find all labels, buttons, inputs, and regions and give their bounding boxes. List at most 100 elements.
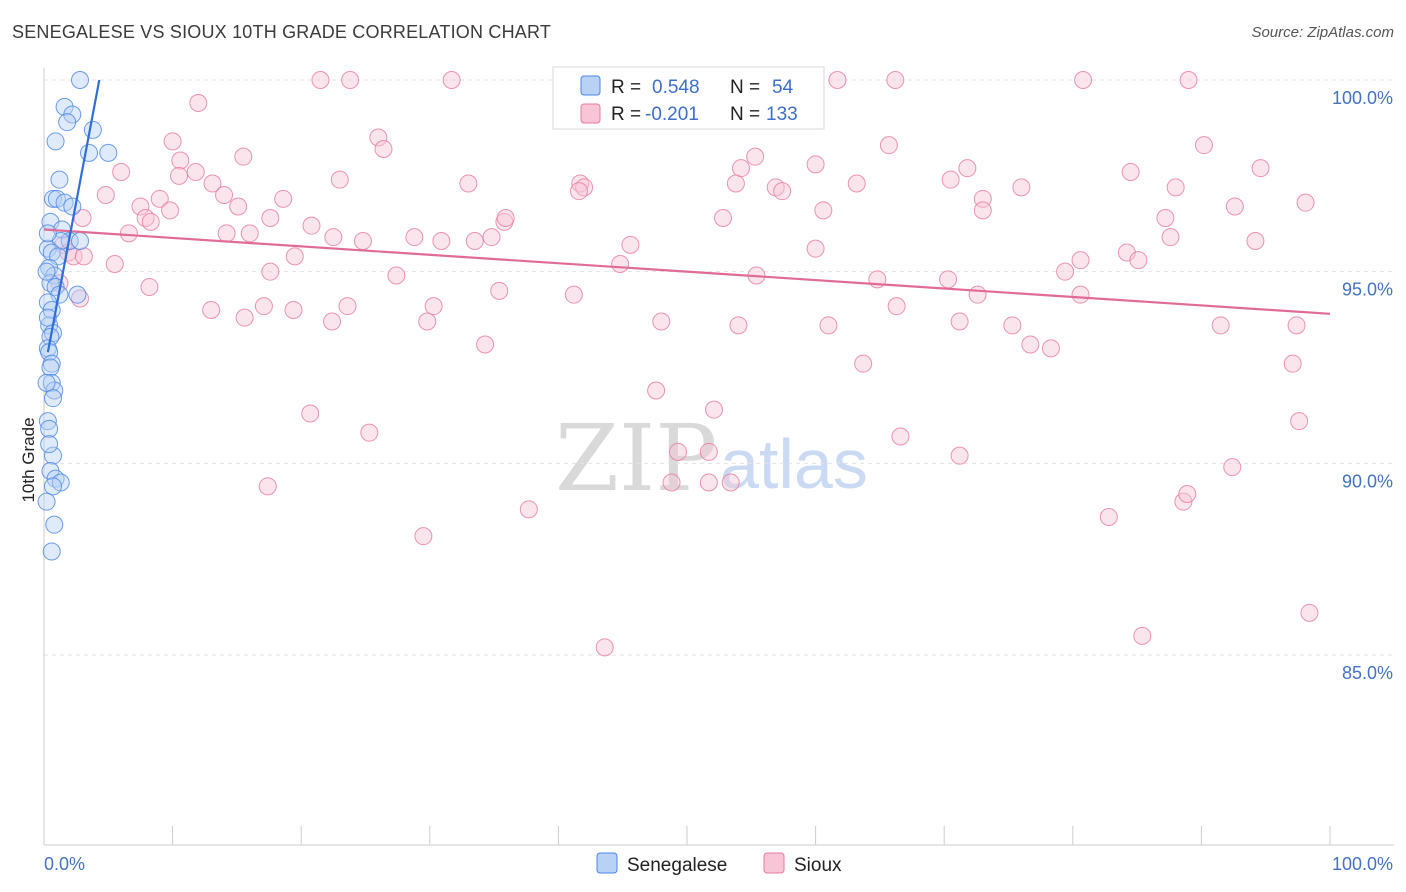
sioux-point <box>1300 603 1319 622</box>
sioux-point <box>161 201 180 220</box>
chart-source: Source: ZipAtlas.com <box>1251 24 1394 41</box>
sioux-point <box>564 285 583 304</box>
senegalese-point <box>44 189 63 208</box>
senegalese-point <box>80 143 99 162</box>
sioux-point <box>258 477 277 496</box>
sioux-point <box>647 381 666 400</box>
sioux-point <box>229 197 248 216</box>
sioux-point <box>1074 71 1093 89</box>
senegalese-point <box>99 143 118 162</box>
sioux-point <box>215 186 234 204</box>
sioux-trend-line <box>43 228 1331 315</box>
senegalese-point <box>50 170 69 189</box>
sioux-point <box>170 166 189 185</box>
watermark-atlas: atlas <box>720 425 868 503</box>
sioux-point <box>1246 232 1265 250</box>
sioux-point <box>726 174 745 193</box>
sioux-point <box>1156 209 1175 227</box>
sioux-point <box>360 423 379 442</box>
sioux-point <box>1099 508 1118 526</box>
bottom-legend-senegalese-label: Senegalese <box>627 855 727 876</box>
senegalese-point <box>38 412 57 431</box>
bottom-legend-sioux-label: Sioux <box>794 855 842 876</box>
sioux-point <box>806 239 825 258</box>
bottom-legend-senegalese-swatch <box>596 852 618 874</box>
sioux-point <box>973 201 992 220</box>
sioux-point <box>1021 335 1040 354</box>
sioux-point <box>705 400 724 419</box>
legend-top: R = 0.548 N = 54 R = -0.201 N = 133 <box>552 66 825 130</box>
sioux-point <box>1071 251 1090 270</box>
sioux-point <box>171 151 190 170</box>
sioux-point <box>668 442 687 461</box>
sioux-point <box>569 182 588 201</box>
senegalese-point <box>46 132 65 151</box>
sioux-point <box>330 170 349 189</box>
sioux-point <box>814 201 833 220</box>
sioux-point <box>1012 178 1031 197</box>
sioux-point <box>732 159 751 178</box>
sioux-points <box>50 71 1319 657</box>
legend-senegalese-n-value: 54 <box>772 77 794 98</box>
sioux-point <box>418 312 437 331</box>
sioux-point <box>1283 354 1302 373</box>
legend-sioux-n-label: N = <box>730 104 760 125</box>
sioux-point <box>459 174 478 193</box>
sioux-point <box>1223 458 1242 477</box>
sioux-point <box>621 235 640 254</box>
senegalese-point <box>58 113 77 132</box>
sioux-point <box>150 189 169 208</box>
sioux-point <box>950 312 969 331</box>
x-tick-label: 0.0% <box>44 854 85 874</box>
senegalese-point <box>40 419 59 438</box>
senegalese-point <box>37 262 56 281</box>
senegalese-trend-line <box>46 79 101 353</box>
sioux-point <box>1287 316 1306 335</box>
senegalese-point <box>40 435 59 454</box>
bottom-legend-sioux-swatch <box>763 852 785 874</box>
senegalese-point <box>83 120 102 139</box>
senegalese-point <box>41 358 60 377</box>
sioux-point <box>414 527 433 546</box>
sioux-point <box>1290 412 1309 431</box>
y-tick-label: 100.0% <box>1332 88 1393 108</box>
sioux-point <box>1133 626 1152 645</box>
sioux-point <box>202 301 221 319</box>
senegalese-point <box>38 224 57 243</box>
sioux-point <box>1225 197 1244 216</box>
sioux-point <box>432 232 451 250</box>
sioux-point <box>519 500 538 519</box>
sioux-point <box>729 316 748 335</box>
sioux-point <box>1161 228 1180 247</box>
sioux-point <box>714 209 733 227</box>
sioux-point <box>476 335 495 354</box>
sioux-point <box>234 147 253 166</box>
senegalese-point <box>55 97 74 116</box>
senegalese-point <box>42 542 61 561</box>
sioux-point <box>490 281 509 300</box>
sioux-point <box>746 147 765 166</box>
sioux-point <box>854 354 873 373</box>
sioux-point <box>496 209 515 227</box>
sioux-point <box>611 255 630 273</box>
sioux-point <box>324 228 343 247</box>
sioux-point <box>254 297 273 316</box>
sioux-point <box>189 94 208 112</box>
senegalese-point <box>44 477 63 496</box>
senegalese-point <box>44 389 63 408</box>
sioux-point <box>240 224 259 243</box>
senegalese-point <box>63 197 82 216</box>
sioux-point <box>323 312 342 331</box>
sioux-point <box>203 174 222 193</box>
legend-senegalese-r-value: 0.548 <box>652 77 700 98</box>
sioux-point <box>1211 316 1230 335</box>
sioux-point <box>1121 163 1140 181</box>
senegalese-point <box>44 446 63 465</box>
senegalese-point <box>38 308 57 327</box>
sioux-point <box>465 232 484 250</box>
legend-senegalese-n-label: N = <box>730 77 760 98</box>
sioux-point <box>1179 71 1198 89</box>
sioux-point <box>353 232 372 250</box>
sioux-point <box>482 228 501 247</box>
sioux-point <box>887 297 906 316</box>
